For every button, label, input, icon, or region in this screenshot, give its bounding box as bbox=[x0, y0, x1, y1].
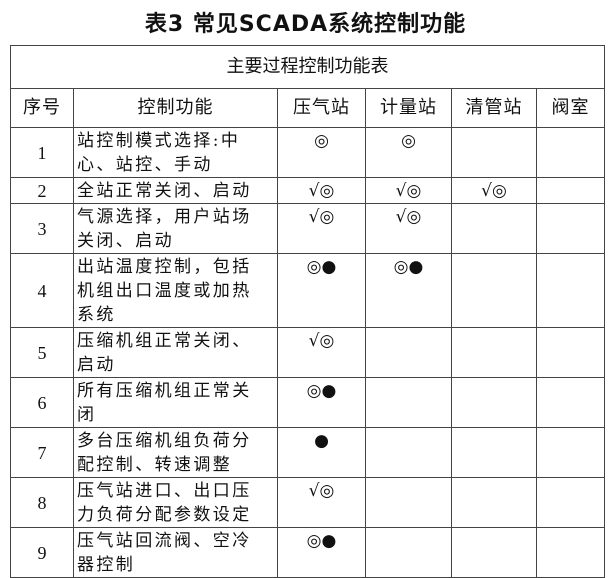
mark-compressor-station: √◎ bbox=[277, 327, 366, 378]
mark-compressor-station: √◎ bbox=[277, 177, 366, 204]
function-text-line: 压气站进口、出口压 bbox=[77, 481, 252, 501]
mark-metering-station bbox=[365, 377, 452, 428]
mark-pigging-station: √◎ bbox=[451, 177, 537, 204]
row-number: 4 bbox=[10, 253, 74, 328]
header-pigging-station: 清管站 bbox=[451, 88, 537, 128]
row-number: 5 bbox=[10, 327, 74, 378]
function-text-line: 气源选择，用户站场 bbox=[77, 207, 252, 227]
mark-metering-station: ◎ bbox=[365, 127, 452, 178]
function-text-line: 配控制、转速调整 bbox=[77, 455, 233, 475]
table-row: 1 站控制模式选择:中 心、站控、手动 ◎ ◎ bbox=[10, 127, 606, 178]
function-text-line: 闭 bbox=[77, 405, 97, 425]
mark-compressor-station: √◎ bbox=[277, 203, 366, 254]
mark-compressor-station: ● bbox=[277, 427, 366, 478]
table-row: 3 气源选择，用户站场 关闭、启动 √◎ √◎ bbox=[10, 203, 606, 254]
function-cell: 全站正常关闭、启动 bbox=[73, 177, 278, 204]
control-functions-table: 主要过程控制功能表 序号 控制功能 压气站 计量站 清管站 阀室 1 站控制模式… bbox=[9, 45, 606, 578]
function-text-line: 出站温度控制，包括 bbox=[77, 257, 252, 277]
mark-pigging-station bbox=[451, 203, 537, 254]
mark-metering-station bbox=[365, 427, 452, 478]
mark-pigging-station bbox=[451, 427, 537, 478]
function-text-line: 启动 bbox=[77, 355, 116, 375]
function-cell: 站控制模式选择:中 心、站控、手动 bbox=[73, 127, 278, 178]
table-caption: 主要过程控制功能表 bbox=[9, 45, 606, 89]
function-text-line: 压气站回流阀、空冷 bbox=[77, 531, 252, 551]
mark-valve-room bbox=[535, 477, 606, 528]
function-text-line: 站控制模式选择:中 bbox=[77, 131, 241, 151]
function-cell: 压气站回流阀、空冷 器控制 bbox=[73, 527, 278, 578]
mark-compressor-station: √◎ bbox=[277, 477, 366, 528]
mark-metering-station bbox=[365, 477, 452, 528]
function-text-line: 关闭、启动 bbox=[77, 231, 174, 251]
function-text-line: 压缩机组正常关闭、 bbox=[77, 331, 252, 351]
mark-compressor-station: ◎ bbox=[277, 127, 366, 178]
header-metering-station: 计量站 bbox=[365, 88, 452, 128]
mark-pigging-station bbox=[451, 253, 537, 328]
table-title: 表3 常见SCADA系统控制功能 bbox=[144, 12, 467, 37]
table-row: 9 压气站回流阀、空冷 器控制 ◎● bbox=[10, 527, 606, 578]
mark-valve-room bbox=[535, 203, 606, 254]
mark-valve-room bbox=[535, 127, 606, 178]
row-number: 2 bbox=[10, 177, 74, 204]
header-function: 控制功能 bbox=[73, 88, 278, 128]
header-compressor-station: 压气站 bbox=[277, 88, 366, 128]
function-text-line: 全站正常关闭、启动 bbox=[77, 181, 252, 201]
mark-pigging-station bbox=[451, 377, 537, 428]
function-cell: 气源选择，用户站场 关闭、启动 bbox=[73, 203, 278, 254]
function-text-line: 器控制 bbox=[77, 555, 136, 575]
function-text-line: 系统 bbox=[77, 305, 116, 325]
function-text-line: 所有压缩机组正常关 bbox=[77, 381, 252, 401]
table-row: 7 多台压缩机组负荷分 配控制、转速调整 ● bbox=[10, 427, 606, 478]
row-number: 1 bbox=[10, 127, 74, 178]
row-number: 9 bbox=[10, 527, 74, 578]
row-number: 6 bbox=[10, 377, 74, 428]
caption-row: 主要过程控制功能表 bbox=[9, 45, 606, 89]
mark-pigging-station bbox=[451, 477, 537, 528]
function-text-line: 多台压缩机组负荷分 bbox=[77, 431, 252, 451]
function-cell: 多台压缩机组负荷分 配控制、转速调整 bbox=[73, 427, 278, 478]
function-cell: 所有压缩机组正常关闭 bbox=[73, 377, 278, 428]
table-row: 4 出站温度控制，包括 机组出口温度或加热 系统 ◎● ◎● bbox=[10, 253, 606, 328]
table-row: 6 所有压缩机组正常关闭 ◎● bbox=[10, 377, 606, 428]
mark-valve-room bbox=[535, 377, 606, 428]
mark-valve-room bbox=[535, 253, 606, 328]
mark-pigging-station bbox=[451, 527, 537, 578]
function-text-line: 机组出口温度或加热 bbox=[77, 281, 252, 301]
mark-compressor-station: ◎● bbox=[277, 527, 366, 578]
header-valve-room: 阀室 bbox=[535, 88, 606, 128]
mark-valve-room bbox=[535, 427, 606, 478]
mark-compressor-station: ◎● bbox=[277, 377, 366, 428]
header-no: 序号 bbox=[10, 88, 74, 128]
function-text-line: 心、站控、手动 bbox=[77, 155, 213, 175]
mark-valve-room bbox=[535, 527, 606, 578]
function-cell: 压气站进口、出口压 力负荷分配参数设定 bbox=[73, 477, 278, 528]
mark-compressor-station: ◎● bbox=[277, 253, 366, 328]
function-text-line: 力负荷分配参数设定 bbox=[77, 505, 252, 525]
table-row: 5 压缩机组正常关闭、 启动 √◎ bbox=[10, 327, 606, 378]
mark-metering-station bbox=[365, 327, 452, 378]
mark-valve-room bbox=[535, 177, 606, 204]
function-cell: 压缩机组正常关闭、 启动 bbox=[73, 327, 278, 378]
row-number: 3 bbox=[10, 203, 74, 254]
row-number: 8 bbox=[10, 477, 74, 528]
row-number: 7 bbox=[10, 427, 74, 478]
function-cell: 出站温度控制，包括 机组出口温度或加热 系统 bbox=[73, 253, 278, 328]
mark-metering-station: √◎ bbox=[365, 203, 452, 254]
mark-valve-room bbox=[535, 327, 606, 378]
mark-pigging-station bbox=[451, 327, 537, 378]
header-row: 序号 控制功能 压气站 计量站 清管站 阀室 bbox=[10, 88, 606, 128]
mark-metering-station: ◎● bbox=[365, 253, 452, 328]
mark-metering-station bbox=[365, 527, 452, 578]
table-row: 2 全站正常关闭、启动 √◎ √◎ √◎ bbox=[10, 177, 606, 204]
mark-metering-station: √◎ bbox=[365, 177, 452, 204]
mark-pigging-station bbox=[451, 127, 537, 178]
table-row: 8 压气站进口、出口压 力负荷分配参数设定 √◎ bbox=[10, 477, 606, 528]
